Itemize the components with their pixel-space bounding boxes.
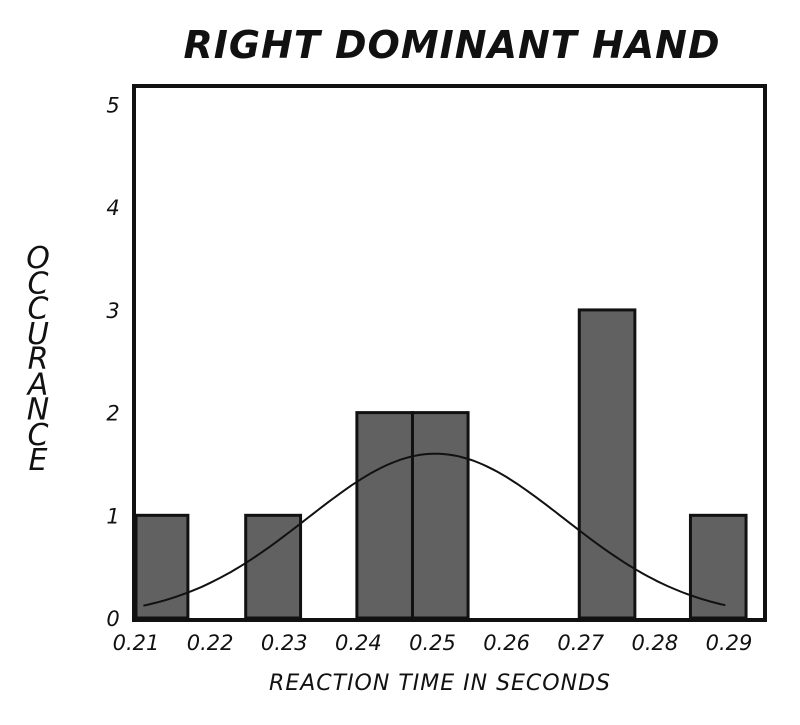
y-axis-label-letter: A [26,367,49,402]
x-tick-label: 0.24 [335,631,382,655]
histogram-bar [134,513,190,620]
y-axis-label-letter: E [29,443,48,478]
x-tick-label: 0.26 [483,631,530,655]
x-tick-label: 0.27 [557,631,604,655]
y-axis-label-letter: C [28,418,49,453]
y-axis-label-letter: R [28,342,49,377]
y-tick-label: 1 [106,504,119,528]
x-tick-label: 0.29 [706,631,753,655]
x-tick-label: 0.28 [631,631,678,655]
x-tick-label: 0.25 [409,631,456,655]
y-tick-label: 2 [106,402,119,426]
y-tick-label: 3 [106,299,119,323]
x-tick-label: 0.23 [261,631,308,655]
y-tick-label: 0 [106,607,119,631]
chart-title: RIGHT DOMINANT HAND [183,23,720,67]
bars-layer [134,308,748,620]
y-tick-label: 5 [106,94,119,118]
x-tick-label: 0.22 [187,631,234,655]
y-tick-labels: 0 1 2 3 4 5 [106,94,119,631]
normal-distribution-curve [143,452,726,607]
histogram-bar [577,308,637,620]
y-axis-label-letter: C [28,292,49,327]
plot-frame [132,84,767,622]
x-axis-label: REACTION TIME IN SECONDS [269,671,611,696]
y-axis-label-letter: N [27,393,49,428]
histogram-bar [355,411,414,620]
x-tick-labels: 0.21 0.22 0.23 0.24 0.25 0.26 0.27 0.28 0.29 [113,631,753,655]
y-axis-label-letter: U [27,317,49,352]
x-tick-label: 0.21 [113,631,160,655]
y-tick-label: 4 [106,196,119,220]
y-axis-label-letter: C [28,266,49,301]
histogram-bar [410,411,470,620]
y-axis-label-letter: O [26,241,50,276]
